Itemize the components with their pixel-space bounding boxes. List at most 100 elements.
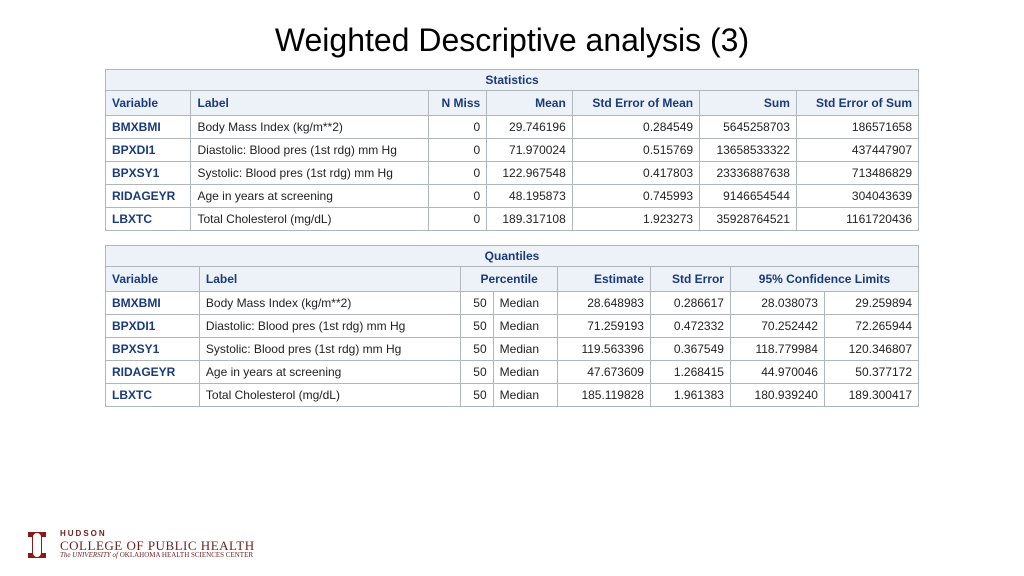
cell-se: 0.472332 (650, 315, 730, 338)
cell-cl-lo: 44.970046 (730, 361, 824, 384)
cell-se-mean: 0.745993 (572, 185, 699, 208)
cell-nmiss: 0 (429, 208, 487, 231)
cell-nmiss: 0 (429, 162, 487, 185)
cell-se-sum: 1161720436 (796, 208, 918, 231)
cell-cl-lo: 28.038073 (730, 292, 824, 315)
cell-label: Body Mass Index (kg/m**2) (191, 116, 429, 139)
cell-pl: Median (493, 292, 557, 315)
qcol-stderr: Std Error (650, 267, 730, 292)
cell-sum: 35928764521 (700, 208, 797, 231)
page-title: Weighted Descriptive analysis (3) (0, 0, 1024, 69)
cell-var: RIDAGEYR (106, 185, 191, 208)
col-variable: Variable (106, 91, 191, 116)
cell-est: 47.673609 (558, 361, 651, 384)
cell-sum: 23336887638 (700, 162, 797, 185)
cell-label: Systolic: Blood pres (1st rdg) mm Hg (199, 338, 460, 361)
cell-var: LBXTC (106, 384, 200, 407)
cell-cl-hi: 72.265944 (824, 315, 918, 338)
cell-se-sum: 304043639 (796, 185, 918, 208)
cell-label: Diastolic: Blood pres (1st rdg) mm Hg (199, 315, 460, 338)
cell-label: Total Cholesterol (mg/dL) (199, 384, 460, 407)
cell-se-sum: 713486829 (796, 162, 918, 185)
footer-line3: The UNIVERSITY of OKLAHOMA HEALTH SCIENC… (60, 552, 255, 559)
cell-var: BMXBMI (106, 116, 191, 139)
col-nmiss: N Miss (429, 91, 487, 116)
table-row: RIDAGEYRAge in years at screening50Media… (106, 361, 919, 384)
cell-est: 119.563396 (558, 338, 651, 361)
col-se-mean: Std Error of Mean (572, 91, 699, 116)
cell-mean: 48.195873 (487, 185, 573, 208)
cell-mean: 71.970024 (487, 139, 573, 162)
cell-nmiss: 0 (429, 185, 487, 208)
cell-est: 185.119828 (558, 384, 651, 407)
tables-container: Statistics Variable Label N Miss Mean St… (0, 69, 1024, 407)
cell-mean: 29.746196 (487, 116, 573, 139)
cell-pl: Median (493, 384, 557, 407)
col-label: Label (191, 91, 429, 116)
quantiles-table: Quantiles Variable Label Percentile Esti… (105, 245, 919, 407)
qcol-estimate: Estimate (558, 267, 651, 292)
table-row: BPXDI1Diastolic: Blood pres (1st rdg) mm… (106, 139, 919, 162)
cell-var: BPXSY1 (106, 162, 191, 185)
statistics-caption: Statistics (106, 70, 919, 91)
cell-mean: 122.967548 (487, 162, 573, 185)
cell-se: 1.961383 (650, 384, 730, 407)
cell-label: Total Cholesterol (mg/dL) (191, 208, 429, 231)
qcol-cl: 95% Confidence Limits (730, 267, 918, 292)
cell-pl: Median (493, 315, 557, 338)
table-row: LBXTCTotal Cholesterol (mg/dL)50Median18… (106, 384, 919, 407)
cell-se-mean: 0.284549 (572, 116, 699, 139)
cell-label: Body Mass Index (kg/m**2) (199, 292, 460, 315)
cell-cl-lo: 180.939240 (730, 384, 824, 407)
cell-pn: 50 (461, 361, 493, 384)
cell-pn: 50 (461, 292, 493, 315)
quantiles-caption: Quantiles (106, 246, 919, 267)
cell-pn: 50 (461, 315, 493, 338)
col-mean: Mean (487, 91, 573, 116)
cell-label: Diastolic: Blood pres (1st rdg) mm Hg (191, 139, 429, 162)
cell-var: BPXSY1 (106, 338, 200, 361)
cell-label: Age in years at screening (199, 361, 460, 384)
cell-est: 71.259193 (558, 315, 651, 338)
cell-cl-hi: 189.300417 (824, 384, 918, 407)
cell-se: 1.268415 (650, 361, 730, 384)
cell-label: Age in years at screening (191, 185, 429, 208)
cell-var: RIDAGEYR (106, 361, 200, 384)
col-se-sum: Std Error of Sum (796, 91, 918, 116)
footer-text: HUDSON COLLEGE OF PUBLIC HEALTH The UNIV… (60, 530, 255, 559)
statistics-table: Statistics Variable Label N Miss Mean St… (105, 69, 919, 231)
cell-cl-hi: 120.346807 (824, 338, 918, 361)
cell-nmiss: 0 (429, 139, 487, 162)
cell-cl-hi: 50.377172 (824, 361, 918, 384)
cell-var: BMXBMI (106, 292, 200, 315)
cell-var: BPXDI1 (106, 315, 200, 338)
table-row: BMXBMIBody Mass Index (kg/m**2)50Median2… (106, 292, 919, 315)
cell-cl-hi: 29.259894 (824, 292, 918, 315)
ou-logo-icon (24, 530, 50, 560)
table-row: LBXTCTotal Cholesterol (mg/dL)0189.31710… (106, 208, 919, 231)
cell-se-sum: 437447907 (796, 139, 918, 162)
cell-nmiss: 0 (429, 116, 487, 139)
cell-pl: Median (493, 361, 557, 384)
cell-cl-lo: 118.779984 (730, 338, 824, 361)
cell-se-mean: 1.923273 (572, 208, 699, 231)
table-row: BPXDI1Diastolic: Blood pres (1st rdg) mm… (106, 315, 919, 338)
cell-pn: 50 (461, 338, 493, 361)
qcol-label: Label (199, 267, 460, 292)
table-row: BMXBMIBody Mass Index (kg/m**2)029.74619… (106, 116, 919, 139)
cell-label: Systolic: Blood pres (1st rdg) mm Hg (191, 162, 429, 185)
qcol-percentile: Percentile (461, 267, 558, 292)
col-sum: Sum (700, 91, 797, 116)
cell-sum: 5645258703 (700, 116, 797, 139)
cell-se-mean: 0.515769 (572, 139, 699, 162)
table-row: BPXSY1Systolic: Blood pres (1st rdg) mm … (106, 162, 919, 185)
cell-var: LBXTC (106, 208, 191, 231)
cell-var: BPXDI1 (106, 139, 191, 162)
cell-est: 28.648983 (558, 292, 651, 315)
cell-cl-lo: 70.252442 (730, 315, 824, 338)
cell-mean: 189.317108 (487, 208, 573, 231)
table-row: RIDAGEYRAge in years at screening048.195… (106, 185, 919, 208)
cell-se-sum: 186571658 (796, 116, 918, 139)
cell-pl: Median (493, 338, 557, 361)
footer-line2: COLLEGE OF PUBLIC HEALTH (60, 539, 255, 553)
